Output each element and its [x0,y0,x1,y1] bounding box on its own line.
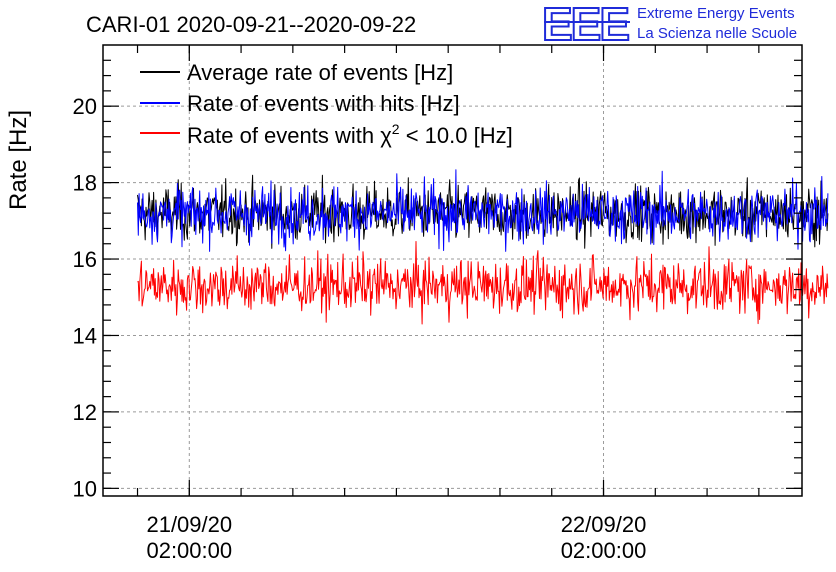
series-line-1 [137,169,829,252]
eee-logo-line2: La Scienza nelle Scuole [637,25,797,42]
x-tick-label-date: 22/09/20 [561,512,647,537]
eee-logo-mark: EEE [542,0,628,50]
tick-layer [103,45,802,496]
y-tick-label: 10 [73,476,97,501]
eee-logo-line1: Extreme Energy Events [637,5,795,22]
y-axis-label: Rate [Hz] [5,110,32,210]
x-tick-label-time: 02:00:00 [561,538,647,563]
series-layer [137,169,829,325]
legend-chi2-symbol: χ [380,123,392,148]
y-tick-label: 14 [73,323,97,348]
legend-label-hits: Rate of events with hits [Hz] [187,91,460,116]
y-tick-label: 12 [73,400,97,425]
series-line-0 [137,174,829,249]
legend-label-chi2: Rate of events with χ2 < 10.0 [Hz] [187,121,513,148]
y-tick-label: 20 [73,94,97,119]
x-tick-label-time: 02:00:00 [146,538,232,563]
legend-chi2-exponent: 2 [392,121,400,137]
plot-frame [102,44,803,497]
grid-layer [103,45,802,496]
x-tick-label-date: 21/09/20 [146,512,232,537]
tick-label-layer: 10121416182021/09/2002:00:0022/09/2002:0… [73,94,647,563]
chart-title: CARI-01 2020-09-21--2020-09-22 [86,12,416,37]
legend-chi2-suffix: < 10.0 [Hz] [400,123,513,148]
eee-logo: EEE Extreme Energy Events La Scienza nel… [541,0,797,51]
legend: Average rate of events [Hz] Rate of even… [140,60,513,148]
y-tick-label: 16 [73,247,97,272]
legend-label-average: Average rate of events [Hz] [187,60,453,85]
y-tick-label: 18 [73,171,97,196]
series-line-2 [137,241,829,325]
legend-chi2-prefix: Rate of events with [187,123,380,148]
